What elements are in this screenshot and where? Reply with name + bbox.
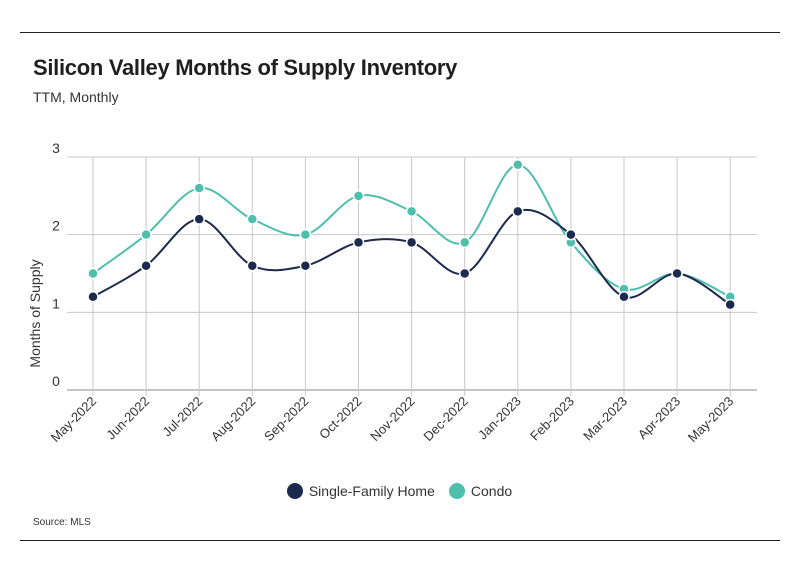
x-tick-label: Jul-2022 (159, 394, 205, 440)
legend-label-condo: Condo (470, 483, 513, 499)
data-point-single-family (299, 259, 312, 272)
data-point-single-family (405, 236, 418, 249)
x-tick-label: Feb-2023 (527, 394, 577, 444)
data-point-single-family (724, 298, 736, 311)
data-point-condo (87, 267, 99, 280)
data-point-condo (140, 228, 152, 241)
legend-item-condo[interactable]: Condo (448, 483, 513, 499)
data-point-condo (512, 159, 524, 171)
data-point-single-family (565, 228, 577, 241)
data-point-condo (352, 190, 365, 202)
x-tick-label: Sep-2022 (261, 394, 311, 444)
x-tick-label: May-2022 (48, 394, 99, 445)
y-tick-label: 0 (52, 373, 60, 389)
y-tick-label: 2 (52, 218, 60, 234)
legend-label-single-family: Single-Family Home (308, 483, 435, 499)
x-tick-label: Jun-2022 (103, 394, 152, 443)
data-point-single-family (352, 236, 365, 249)
chart-subtitle: TTM, Monthly (33, 89, 119, 105)
data-point-condo (193, 182, 205, 194)
legend-item-single-family[interactable]: Single-Family Home (286, 483, 435, 499)
x-tick-label: May-2023 (685, 394, 736, 445)
data-point-single-family (458, 267, 471, 280)
x-tick-label: Nov-2022 (367, 394, 417, 444)
data-point-single-family (193, 213, 205, 225)
top-rule (20, 32, 780, 33)
x-tick-label: Mar-2023 (580, 394, 630, 444)
data-point-single-family (512, 205, 524, 218)
data-point-condo (299, 228, 312, 241)
data-point-single-family (618, 291, 630, 303)
x-tick-label: Apr-2023 (635, 394, 683, 442)
bottom-rule (20, 540, 780, 541)
legend-swatch-single-family (286, 483, 303, 499)
y-tick-label: 1 (52, 295, 60, 311)
x-tick-label: Dec-2022 (420, 394, 470, 444)
data-point-condo (458, 236, 471, 249)
source-note: Source: MLS (33, 517, 91, 528)
data-point-single-family (140, 259, 152, 272)
data-point-condo (405, 205, 418, 218)
data-point-single-family (671, 267, 683, 280)
data-point-condo (246, 213, 259, 225)
data-point-single-family (87, 291, 99, 303)
chart-legend: Single-Family Home Condo (0, 483, 799, 499)
y-tick-label: 3 (52, 140, 60, 156)
x-tick-label: Jan-2023 (475, 394, 524, 443)
x-tick-label: Oct-2022 (316, 394, 364, 442)
chart-title: Silicon Valley Months of Supply Inventor… (33, 55, 458, 80)
y-axis-label: Months of Supply (27, 259, 43, 367)
data-point-single-family (246, 259, 259, 272)
legend-swatch-condo (448, 483, 465, 499)
x-tick-label: Aug-2022 (208, 394, 258, 444)
